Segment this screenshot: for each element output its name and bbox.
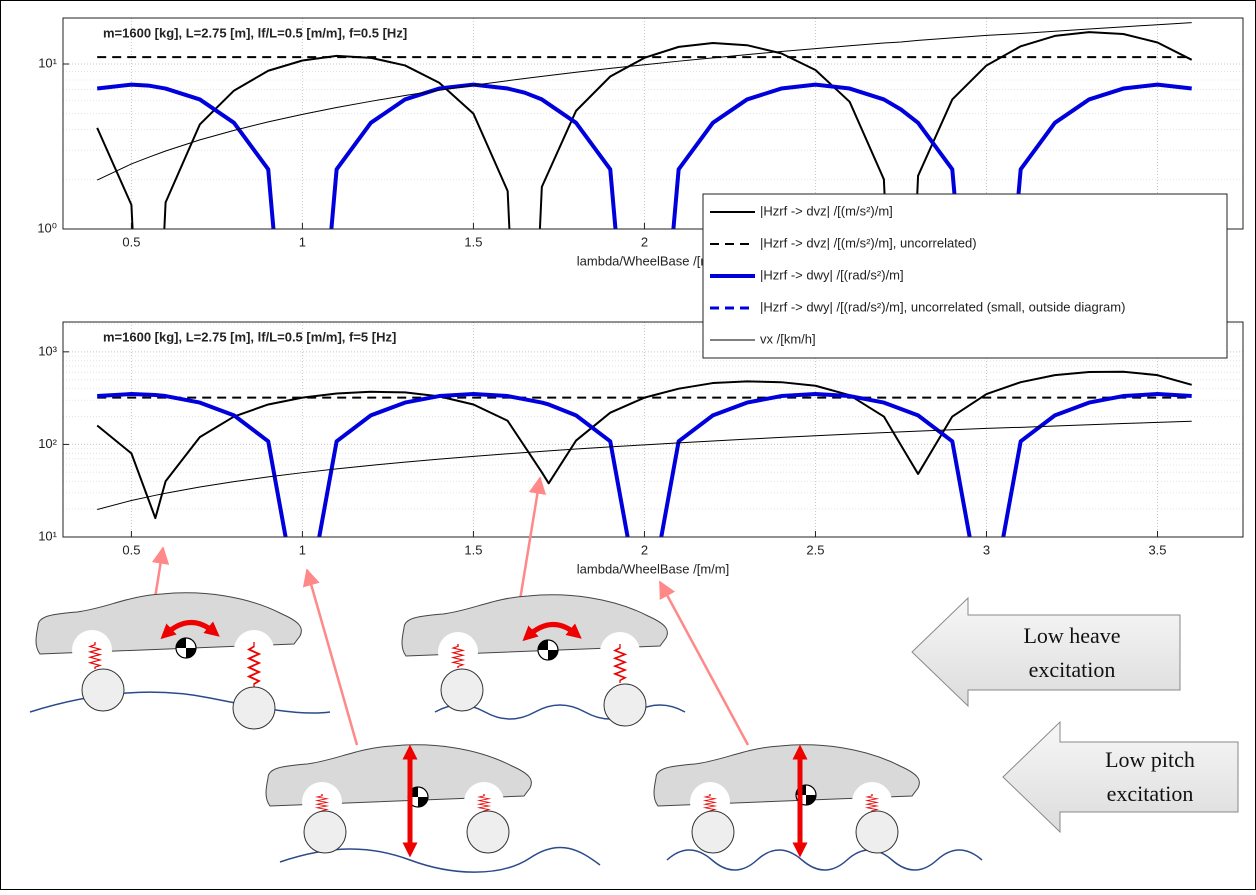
y-tick-label: 10¹ [38,55,57,70]
legend-label: |Hzrf -> dvz| /[(m/s²)/m] [760,203,893,218]
x-tick-label: 2 [641,234,648,249]
x-tick-label: 1 [299,234,306,249]
annotation: excitation [1029,657,1116,682]
x-tick-label: 1.5 [464,234,482,249]
legend-box [702,193,1228,359]
x-tick-label: 1 [299,542,306,557]
y-tick-label: 10⁰ [37,220,57,235]
chart-title: m=1600 [kg], L=2.75 [m], lf/L=0.5 [m/m],… [103,25,407,40]
x-tick-label: 0.5 [122,234,140,249]
x-tick-label: 2.5 [806,542,824,557]
car-pitch-2 [401,594,686,727]
axes-box [62,17,1244,230]
x-axis-label: lambda/WheelBase /[m/m] [577,253,729,268]
legend-label: vx /[km/h] [760,331,816,346]
series-line [96,82,1192,229]
series-line [97,420,1192,511]
y-tick-label: 10² [38,436,57,451]
low-pitch-arrow: Low pitch excitation [1002,720,1239,834]
low-heave-arrow: Low heave excitation [911,596,1181,708]
series-group [96,370,1192,537]
legend: |Hzrf -> dvz| /[(m/s²)/m] |Hzrf -> dvz| /… [702,193,1228,359]
x-tick-label: 3 [983,542,990,557]
legend-label: |Hzrf -> dwy| /[(rad/s²)/m], uncorrelate… [760,299,1125,314]
legend-label: |Hzrf -> dwy| /[(rad/s²)/m] [760,267,904,282]
annotation: Low pitch [1105,747,1195,772]
pointers [151,476,750,746]
x-tick-label: 1.5 [464,542,482,557]
x-tick-label: 0.5 [122,542,140,557]
annotation: Low heave [1023,623,1120,648]
annotation: excitation [1107,781,1194,806]
series-line [96,31,1193,229]
y-tick-label: 10¹ [38,528,57,543]
x-tick-label: 2 [641,542,648,557]
x-axis-label: lambda/WheelBase /[m/m] [577,561,729,576]
series-line [97,392,1192,537]
car-heave-1 [265,744,601,873]
x-tick-label: 3.5 [1148,542,1166,557]
car-pitch-1 [29,592,331,730]
series-group [96,22,1193,229]
legend-label: |Hzrf -> dvz| /[(m/s²)/m], uncorrelated) [760,235,977,250]
chart-title: m=1600 [kg], L=2.75 [m], lf/L=0.5 [m/m],… [103,329,396,344]
car-heave-2 [653,744,983,871]
axes-box [62,321,1244,538]
series-line [96,22,1192,181]
series-line [96,370,1192,520]
y-tick-label: 10³ [38,343,57,358]
